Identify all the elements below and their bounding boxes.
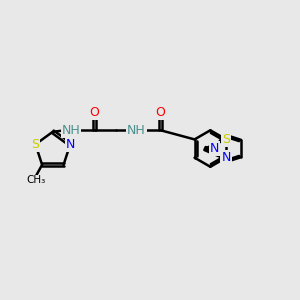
Text: O: O: [156, 106, 166, 118]
Text: NH: NH: [62, 124, 80, 137]
Text: N: N: [221, 151, 231, 164]
Text: S: S: [32, 138, 40, 151]
Text: S: S: [222, 133, 230, 146]
Text: NH: NH: [127, 124, 146, 137]
Text: CH₃: CH₃: [26, 175, 45, 185]
Text: N: N: [65, 138, 75, 151]
Text: O: O: [90, 106, 100, 118]
Text: N: N: [210, 142, 219, 155]
